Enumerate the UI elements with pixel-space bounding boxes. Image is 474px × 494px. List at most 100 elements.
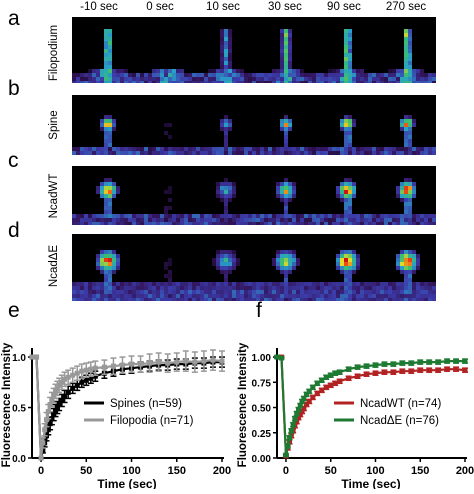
- pixel-layer: [72, 178, 436, 225]
- data-point: [372, 362, 378, 368]
- y-tick-label: 0.25: [252, 429, 272, 440]
- data-point: [59, 379, 65, 385]
- legend-label: Filopodia (n=71): [110, 415, 194, 427]
- data-point: [417, 367, 423, 373]
- data-point: [219, 358, 225, 364]
- data-point: [355, 364, 361, 370]
- data-point: [43, 417, 49, 423]
- data-point: [310, 384, 316, 390]
- data-point: [304, 391, 310, 397]
- data-point: [138, 361, 144, 367]
- data-point: [88, 366, 94, 372]
- data-point: [88, 375, 94, 381]
- data-point: [274, 354, 280, 360]
- data-point: [301, 406, 307, 412]
- data-point: [390, 361, 396, 367]
- time-label: 30 sec: [268, 1, 302, 13]
- data-point: [453, 358, 459, 364]
- data-point: [390, 369, 396, 375]
- data-point: [70, 372, 76, 378]
- data-point: [147, 360, 153, 366]
- data-point: [285, 443, 291, 449]
- data-point: [38, 455, 44, 461]
- data-point: [337, 378, 343, 384]
- data-point: [74, 382, 80, 388]
- data-point: [34, 354, 40, 360]
- data-point: [92, 365, 98, 371]
- chart-f: 0 50 100 150 200 0.00 0.25 0.50 0.75 1.00 Time (se…: [236, 306, 474, 491]
- data-point: [462, 358, 468, 364]
- micrograph-ncadwt: [72, 166, 436, 225]
- y-axis-label: Fluorescence Intensity: [237, 342, 249, 467]
- x-tick-label: 50: [80, 465, 92, 477]
- data-point: [314, 390, 320, 396]
- time-label: 0 sec: [146, 1, 174, 13]
- data-point: [332, 370, 338, 376]
- data-point: [381, 369, 387, 375]
- panel-letter-e: e: [8, 299, 20, 322]
- data-point: [83, 367, 89, 373]
- data-point: [40, 440, 46, 446]
- data-point: [54, 385, 60, 391]
- data-point: [346, 366, 352, 372]
- data-point: [79, 379, 85, 385]
- data-point: [297, 412, 303, 418]
- micrograph-spine: [72, 95, 436, 155]
- series-1: [274, 354, 468, 458]
- data-point: [290, 422, 296, 428]
- data-point: [47, 421, 53, 427]
- data-point: [355, 373, 361, 379]
- time-label: 270 sec: [385, 1, 427, 13]
- data-point: [435, 359, 441, 365]
- data-point: [297, 403, 303, 409]
- data-point: [299, 398, 305, 404]
- data-point: [301, 395, 307, 401]
- y-tick-label: 0.75: [252, 378, 272, 389]
- chart-e: 0 50 100 150 200 0.0 0.5 1.0 Time (sec) Fluoresce…: [0, 306, 232, 491]
- data-point: [319, 387, 325, 393]
- data-point: [444, 366, 450, 372]
- data-point: [74, 370, 80, 376]
- panel-letter-f: f: [256, 299, 262, 322]
- y-tick-label: 0.50: [252, 404, 272, 415]
- data-point: [328, 382, 334, 388]
- data-point: [306, 388, 312, 394]
- micrograph-ncaddeltae: [72, 234, 436, 301]
- time-label: 10 sec: [206, 1, 240, 13]
- x-tick-label: 150: [168, 465, 186, 477]
- data-point: [399, 368, 405, 374]
- pixel-layer: [72, 250, 436, 301]
- panel-letter-d: d: [8, 219, 20, 242]
- data-point: [295, 407, 301, 413]
- row-label-filopodium: Filopodium: [48, 24, 60, 82]
- x-tick-label: 100: [366, 465, 384, 477]
- data-point: [56, 382, 62, 388]
- data-point: [165, 360, 171, 366]
- micrograph-filopodium: [72, 17, 436, 83]
- data-point: [62, 376, 68, 382]
- data-point: [79, 368, 85, 374]
- row-label-ncaddeltae: NcadΔE: [48, 244, 60, 288]
- data-point: [70, 385, 76, 391]
- data-point: [110, 363, 116, 369]
- data-point: [346, 375, 352, 381]
- data-point: [42, 427, 48, 433]
- y-tick-label: 0.0: [12, 454, 26, 465]
- data-point: [462, 367, 468, 373]
- y-tick-label: 0.5: [12, 404, 26, 415]
- data-point: [174, 359, 180, 365]
- data-point: [59, 397, 65, 403]
- panel-letter-c: c: [8, 149, 19, 172]
- data-point: [408, 368, 414, 374]
- x-axis-label: Time (sec): [97, 477, 156, 489]
- data-point: [314, 380, 320, 386]
- data-point: [201, 358, 207, 364]
- data-point: [435, 367, 441, 373]
- data-point: [53, 388, 59, 394]
- data-point: [192, 359, 198, 365]
- y-axis-label: Fluorescence Intensity: [1, 342, 13, 467]
- data-point: [332, 380, 338, 386]
- time-label: -10 sec: [80, 1, 118, 13]
- data-point: [65, 389, 71, 395]
- data-point: [65, 374, 71, 380]
